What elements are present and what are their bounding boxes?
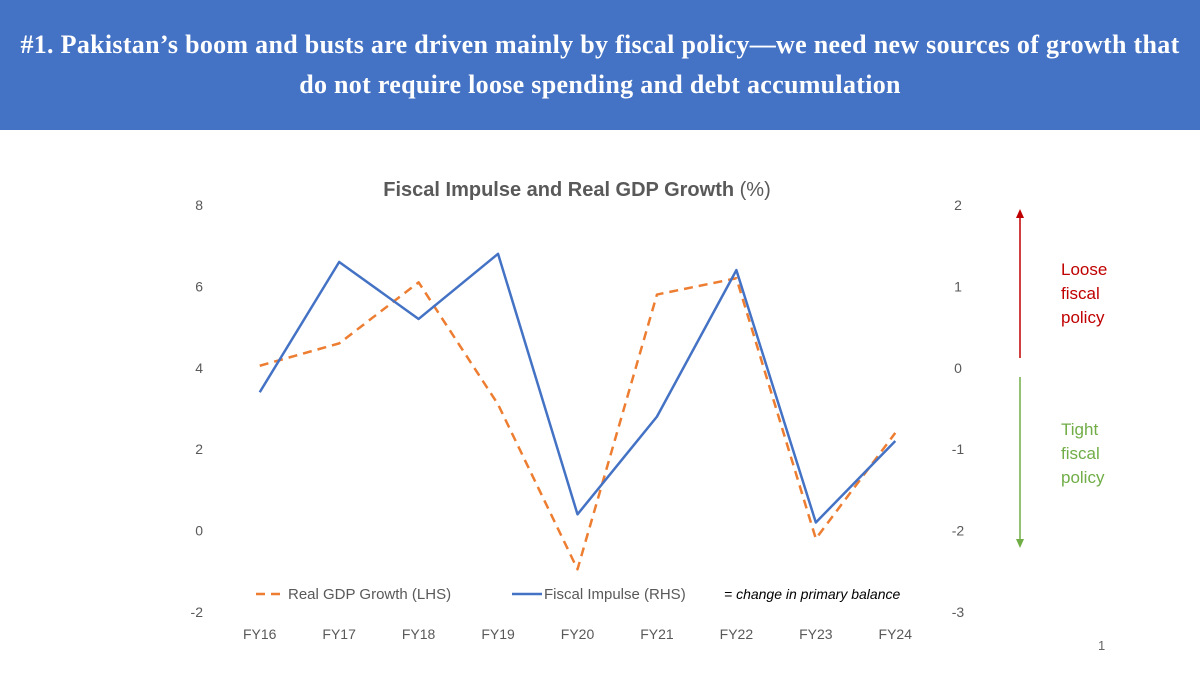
tight-label-line: Tight	[1061, 420, 1099, 439]
y-right-tick-label: -1	[952, 441, 965, 457]
tight-label-line: policy	[1061, 468, 1105, 487]
y-left-tick-label: -2	[191, 604, 204, 620]
chart-title: Fiscal Impulse and Real GDP Growth (%)	[383, 179, 771, 201]
slide-number: 1	[1098, 638, 1106, 653]
legend-label-fiscal-impulse: Fiscal Impulse (RHS)	[544, 586, 686, 603]
tight-fiscal-policy-label: Tight fiscal policy	[1061, 418, 1131, 490]
series-line-fiscal-impulse	[258, 252, 897, 524]
y-right-tick-label: 1	[954, 278, 962, 294]
y-right-tick-label: -2	[952, 523, 965, 539]
chart-title-main: Fiscal Impulse and Real GDP Growth	[383, 179, 739, 201]
loose-label-line: policy	[1061, 308, 1105, 327]
up-arrow-icon	[1016, 209, 1024, 358]
x-tick-label: FY22	[720, 626, 754, 642]
loose-fiscal-policy-label: Loose fiscal policy	[1061, 258, 1131, 330]
chart-title-suffix: (%)	[740, 179, 771, 201]
x-tick-label: FY19	[481, 626, 515, 642]
y-left-tick-label: 8	[195, 197, 203, 213]
y-right-tick-label: 0	[954, 360, 962, 376]
x-tick-label: FY17	[322, 626, 356, 642]
slide-title: #1. Pakistan’s boom and busts are driven…	[20, 30, 1180, 99]
x-tick-label: FY23	[799, 626, 833, 642]
series-line-real-gdp-growth	[259, 277, 897, 571]
y-left-tick-label: 6	[195, 278, 203, 294]
y-left-tick-label: 4	[195, 360, 203, 376]
x-tick-label: FY21	[640, 626, 674, 642]
y-right-tick-label: -3	[952, 604, 965, 620]
y-left-tick-label: 0	[195, 523, 203, 539]
x-tick-label: FY20	[561, 626, 595, 642]
x-tick-label: FY16	[243, 626, 277, 642]
tight-label-line: fiscal	[1061, 444, 1100, 463]
loose-label-line: fiscal	[1061, 284, 1100, 303]
loose-label-line: Loose	[1061, 260, 1108, 279]
down-arrow-icon	[1016, 377, 1024, 548]
x-tick-label: FY24	[879, 626, 913, 642]
title-banner: #1. Pakistan’s boom and busts are driven…	[0, 0, 1200, 130]
x-tick-label: FY18	[402, 626, 436, 642]
y-left-tick-label: 2	[195, 441, 203, 457]
legend-label-real-gdp-growth: Real GDP Growth (LHS)	[288, 586, 451, 603]
y-right-tick-label: 2	[954, 197, 962, 213]
legend-note: = change in primary balance	[724, 586, 900, 602]
